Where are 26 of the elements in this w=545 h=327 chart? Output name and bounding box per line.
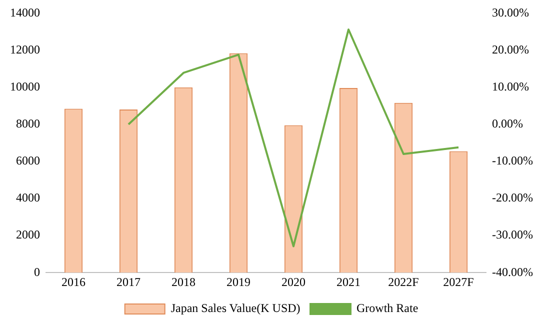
- y-tick-label: 12000: [10, 42, 40, 56]
- y-tick-label: 10000: [10, 79, 40, 94]
- y-tick-label: 8000: [16, 116, 40, 131]
- x-tick-label: 2018: [172, 274, 196, 289]
- y2-tick-label: 20.00%: [492, 42, 530, 56]
- x-tick-label: 2016: [62, 274, 86, 289]
- y2-tick-label: -10.00%: [492, 154, 534, 168]
- x-tick-label: 2027F: [443, 274, 474, 289]
- x-tick-label: 2021: [336, 274, 361, 289]
- y-tick-label: 14000: [10, 5, 40, 20]
- y2-tick-label: -30.00%: [492, 228, 534, 242]
- y2-tick-label: 10.00%: [492, 79, 530, 94]
- y2-tick-label: -40.00%: [492, 264, 534, 279]
- y2-tick-label: 30.00%: [492, 5, 530, 20]
- x-tick-label: 2017: [116, 274, 140, 289]
- y-tick-label: 4000: [16, 190, 40, 205]
- legend-label: Japan Sales Value(K USD): [170, 301, 300, 316]
- x-tick-label: 2019: [226, 274, 251, 289]
- x-tick-label: 2022F: [388, 274, 420, 289]
- y2-tick-label: -20.00%: [492, 190, 534, 205]
- y-tick-label: 0: [34, 264, 40, 279]
- y-tick-label: 2000: [16, 228, 40, 242]
- legend-label: Growth Rate: [356, 301, 418, 316]
- y-tick-label: 6000: [16, 154, 40, 168]
- x-tick-label: 2020: [282, 274, 306, 289]
- y2-tick-label: 0.00%: [492, 116, 524, 131]
